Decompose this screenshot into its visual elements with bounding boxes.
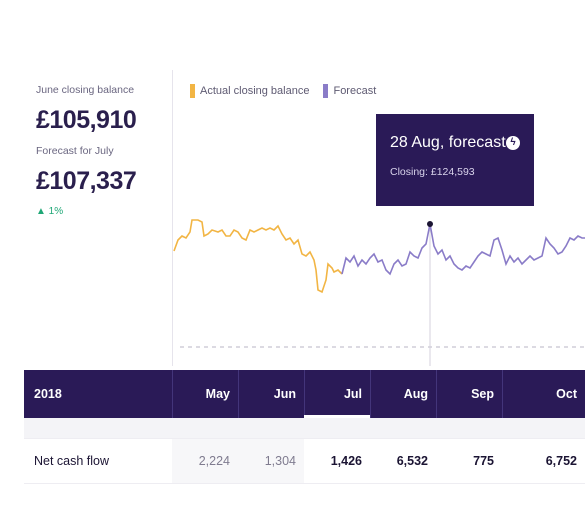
tooltip-title: 28 Aug, forecast <box>390 134 506 151</box>
row-label-net-cash-flow: Net cash flow <box>34 454 110 468</box>
june-balance-label: June closing balance <box>36 84 135 96</box>
month-header-oct[interactable]: Oct <box>556 387 577 401</box>
forecast-value: £107,337 <box>36 167 137 195</box>
legend-item-actual[interactable]: Actual closing balance <box>190 84 309 98</box>
actual-swatch-icon <box>190 84 195 98</box>
chart-legend: Actual closing balance Forecast <box>190 84 376 98</box>
cell-oct: 6,752 <box>545 454 577 468</box>
year-header: 2018 <box>34 387 62 401</box>
chart-tooltip: 28 Aug, forecast Closing: £124,593 ϟ <box>376 114 534 206</box>
selected-month-indicator <box>304 415 370 418</box>
header-divider <box>304 370 305 418</box>
panel-divider <box>172 70 173 366</box>
forecast-label: Forecast for July <box>36 145 114 157</box>
summary-panel: June closing balance £105,910 Forecast f… <box>36 84 166 217</box>
header-divider <box>238 370 239 418</box>
forecast-delta-badge: ▲ 1% <box>36 206 64 217</box>
month-header-jun[interactable]: Jun <box>273 387 296 401</box>
header-divider <box>370 370 371 418</box>
cell-jun: 1,304 <box>238 439 304 483</box>
june-balance-value: £105,910 <box>36 106 137 134</box>
header-divider <box>502 370 503 418</box>
month-header-sep[interactable]: Sep <box>471 387 494 401</box>
month-header-aug[interactable]: Aug <box>403 387 428 401</box>
cursor-dot <box>427 221 433 227</box>
lightning-icon: ϟ <box>506 136 520 150</box>
cell-jul: 1,426 <box>330 454 362 468</box>
balance-chart[interactable] <box>172 70 585 370</box>
cell-aug: 6,532 <box>396 454 428 468</box>
month-header-may[interactable]: May <box>205 387 230 401</box>
legend-item-forecast[interactable]: Forecast <box>323 84 376 98</box>
forecast-swatch-icon <box>323 84 329 98</box>
legend-label-actual: Actual closing balance <box>200 85 310 97</box>
forecast-balance-line <box>341 223 585 276</box>
table-row: Net cash flow 2,224 1,304 1,426 6,532 77… <box>24 438 585 484</box>
cell-sep: 775 <box>473 454 494 468</box>
legend-label-forecast: Forecast <box>333 85 377 97</box>
actual-balance-line <box>173 219 343 294</box>
table-spacer <box>24 418 585 438</box>
cell-may: 2,224 <box>172 439 238 483</box>
header-divider <box>172 370 173 418</box>
table-header: 2018 May Jun Jul Aug Sep Oct <box>24 370 585 418</box>
month-header-jul[interactable]: Jul <box>343 387 362 401</box>
tooltip-subtitle: Closing: £124,593 <box>390 166 475 178</box>
header-divider <box>436 370 437 418</box>
